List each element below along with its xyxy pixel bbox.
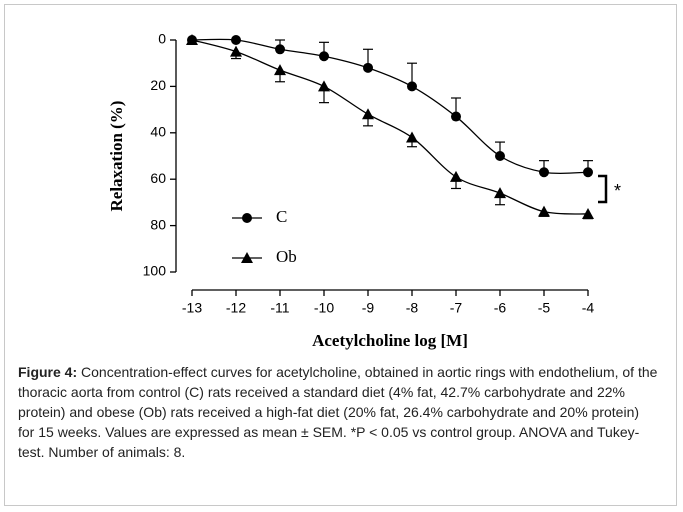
data-point xyxy=(275,44,285,55)
y-axis-label: Relaxation (%) xyxy=(107,101,126,212)
chart: Relaxation (%) Acetylcholine log [M] 0 20… xyxy=(107,31,621,350)
caption: Figure 4: Concentration-effect curves fo… xyxy=(18,362,658,462)
data-point xyxy=(186,34,198,45)
series-curve xyxy=(191,39,589,215)
data-point xyxy=(318,80,330,92)
x-tick-label: -8 xyxy=(406,300,419,316)
data-point xyxy=(274,64,286,76)
x-axis-label: Acetylcholine log [M] xyxy=(312,331,468,350)
legend-marker xyxy=(242,213,252,223)
legend-marker xyxy=(241,252,253,263)
data-point xyxy=(362,108,374,120)
data-point xyxy=(539,167,549,178)
y-tick-label: 60 xyxy=(150,170,166,186)
data-point xyxy=(407,81,417,92)
x-tick-label: -12 xyxy=(226,300,246,316)
y-tick-label: 80 xyxy=(150,216,166,232)
data-point xyxy=(495,151,505,161)
x-tick-label: -13 xyxy=(182,300,202,316)
data-point xyxy=(582,208,594,219)
x-tick-label: -4 xyxy=(582,300,595,316)
x-tick-label: -7 xyxy=(450,300,463,316)
x-tick-label: -9 xyxy=(362,300,375,316)
x-tick-label: -10 xyxy=(314,300,334,316)
significance-bracket xyxy=(598,174,608,204)
legend-label: C xyxy=(276,207,287,226)
y-tick-label: 100 xyxy=(143,263,167,279)
data-point xyxy=(538,205,550,217)
data-point xyxy=(406,131,418,143)
data-point xyxy=(230,45,242,57)
figure-frame xyxy=(4,4,677,506)
x-tick-label: -6 xyxy=(494,300,507,316)
x-tick-label: -11 xyxy=(270,300,289,316)
x-tick-label: -5 xyxy=(538,300,551,316)
y-tick-label: 20 xyxy=(150,77,166,93)
data-point xyxy=(363,62,373,73)
data-point xyxy=(319,51,329,62)
y-tick-label: 40 xyxy=(150,124,166,140)
data-point xyxy=(494,187,506,199)
y-tick-label: 0 xyxy=(158,31,166,47)
data-point xyxy=(583,167,593,178)
series-curve xyxy=(191,38,589,175)
caption-text: Concentration-effect curves for acetylch… xyxy=(18,364,658,460)
data-point xyxy=(231,35,241,45)
data-point xyxy=(450,170,462,182)
significance-label: * xyxy=(614,181,621,201)
data-point xyxy=(451,111,461,122)
caption-label: Figure 4: xyxy=(18,364,78,380)
legend-label: Ob xyxy=(276,247,297,266)
